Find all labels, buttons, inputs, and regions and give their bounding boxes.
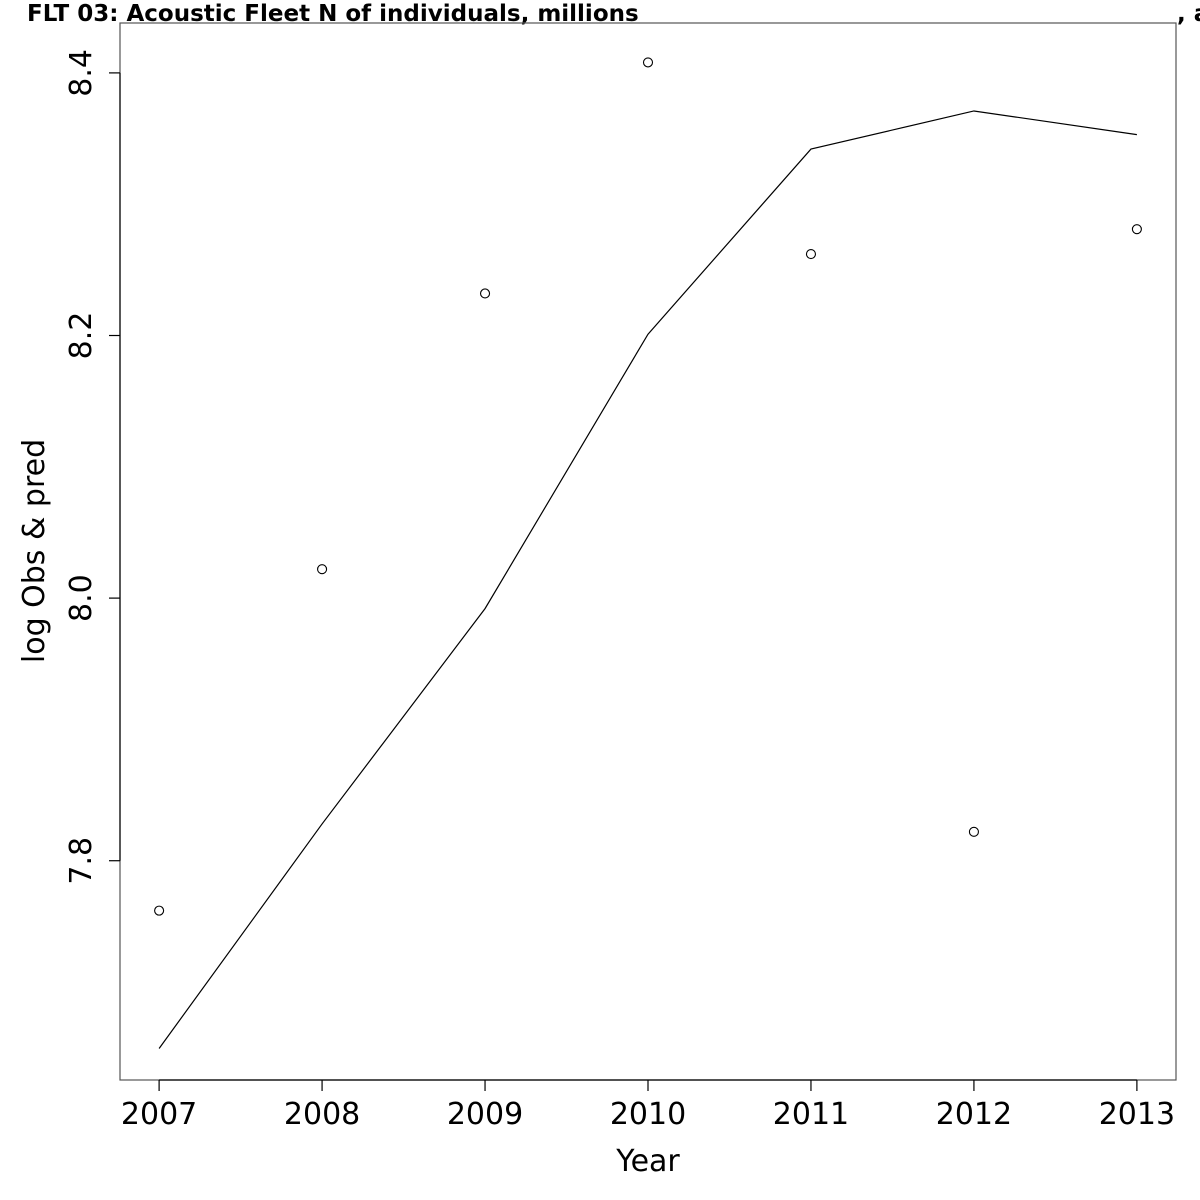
chart-title-suffix: , a — [1177, 1, 1200, 27]
x-tick-label-2010: 2010 — [610, 1097, 686, 1132]
observed-point-2013 — [1131, 224, 1142, 235]
y-tick-label-8.0: 8.0 — [64, 574, 99, 622]
x-tick-label-2007: 2007 — [121, 1097, 197, 1132]
x-tick-label-2013: 2013 — [1099, 1097, 1175, 1132]
x-tick-label-2009: 2009 — [447, 1097, 523, 1132]
observed-point-2007 — [154, 905, 165, 916]
y-tick-label-8.2: 8.2 — [64, 312, 99, 360]
y-tick-label-7.8: 7.8 — [64, 837, 99, 885]
observed-point-2010 — [642, 57, 654, 68]
x-axis: 2007 2008 2009 2010 2011 2012 2013 — [121, 1079, 1175, 1132]
y-axis-label: log Obs & pred — [17, 439, 52, 663]
observed-point-2011 — [805, 249, 817, 260]
x-axis-label: Year — [615, 1144, 680, 1179]
plot-frame — [119, 22, 1177, 1081]
y-tick-label-8.4: 8.4 — [64, 49, 99, 97]
observed-point-2009 — [479, 288, 491, 299]
predicted-series-line — [158, 110, 1137, 1049]
observed-point-2008 — [317, 564, 328, 575]
observed-series-points — [154, 57, 1142, 916]
x-tick-label-2012: 2012 — [936, 1097, 1012, 1132]
x-tick-label-2008: 2008 — [284, 1097, 360, 1132]
y-axis: 7.8 8.0 8.2 8.4 — [64, 49, 121, 885]
x-tick-label-2011: 2011 — [773, 1097, 849, 1132]
observed-point-2012 — [968, 826, 979, 837]
